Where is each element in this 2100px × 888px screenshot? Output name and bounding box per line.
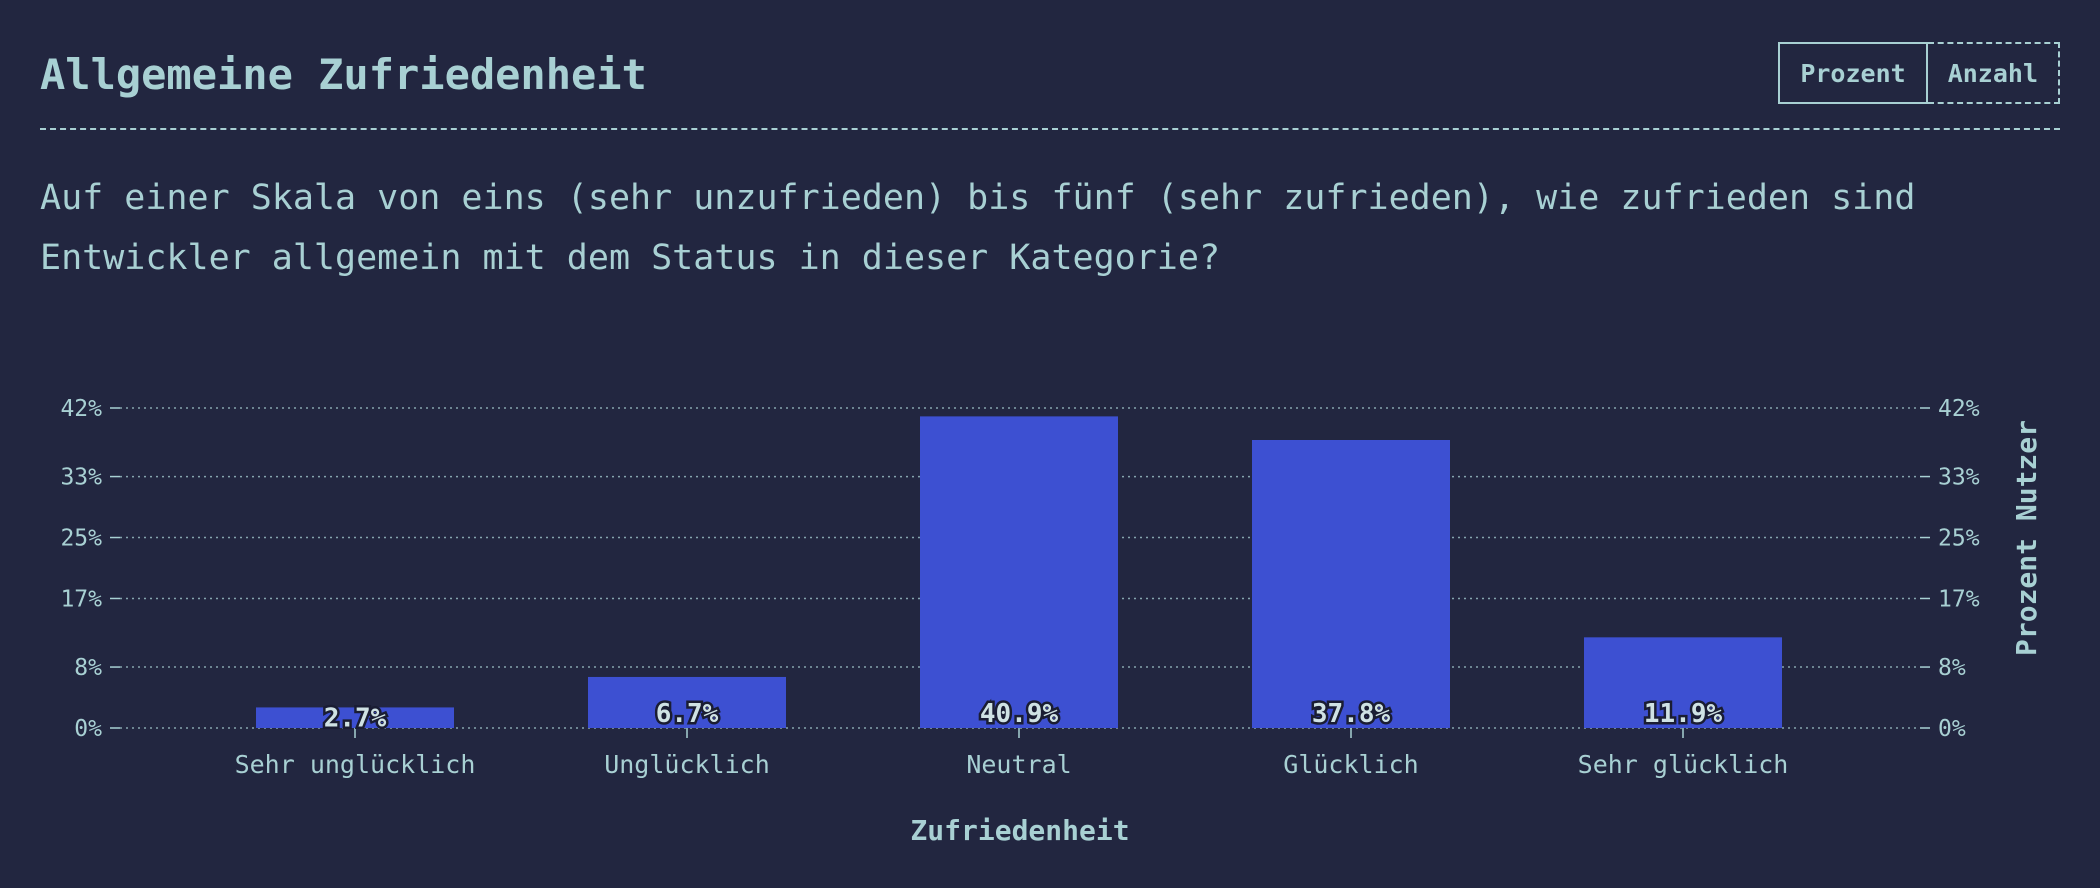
bar — [920, 416, 1118, 728]
y-tick-label-right: 17% — [1938, 586, 1980, 612]
x-tick-label: Glücklich — [1283, 750, 1418, 779]
data-label: 11.9% — [1644, 699, 1723, 729]
bar — [1252, 440, 1450, 728]
bar — [256, 707, 454, 728]
y-tick-label-right: 33% — [1938, 465, 1980, 491]
chart-header: Allgemeine Zufriedenheit Prozent Anzahl — [40, 40, 2060, 130]
data-label: 40.9% — [980, 699, 1059, 729]
y-tick-label-left: 42% — [60, 396, 102, 422]
x-tick-label: Neutral — [966, 750, 1071, 779]
unit-toggle: Prozent Anzahl — [1778, 42, 2060, 104]
y-axis-title: Prozent Nutzer — [2010, 420, 2043, 656]
y-tick-label-right: 8% — [1938, 655, 1966, 681]
bar — [1584, 637, 1782, 728]
y-tick-label-right: 25% — [1938, 526, 1980, 552]
x-tick-label: Unglücklich — [604, 750, 770, 779]
y-tick-label-left: 33% — [60, 465, 102, 491]
y-tick-label-left: 8% — [74, 655, 102, 681]
y-tick-label-left: 0% — [74, 716, 102, 742]
survey-question: Auf einer Skala von eins (sehr unzufried… — [40, 178, 1916, 278]
y-tick-label-right: 42% — [1938, 396, 1980, 422]
x-tick-label: Sehr unglücklich — [235, 750, 476, 779]
percent-toggle-button[interactable]: Prozent — [1778, 42, 1928, 104]
data-label: 6.7% — [656, 699, 719, 729]
x-tick-label: Sehr glücklich — [1578, 750, 1789, 779]
y-tick-label-left: 17% — [60, 586, 102, 612]
page-title: Allgemeine Zufriedenheit — [40, 50, 647, 99]
data-label: 2.7% — [324, 704, 387, 734]
bar — [588, 676, 786, 728]
count-toggle-button[interactable]: Anzahl — [1927, 42, 2060, 104]
y-tick-label-right: 0% — [1938, 716, 1966, 742]
y-tick-label-left: 25% — [60, 526, 102, 552]
data-label: 37.8% — [1312, 699, 1391, 729]
x-axis-title: Zufriedenheit — [910, 814, 1129, 847]
